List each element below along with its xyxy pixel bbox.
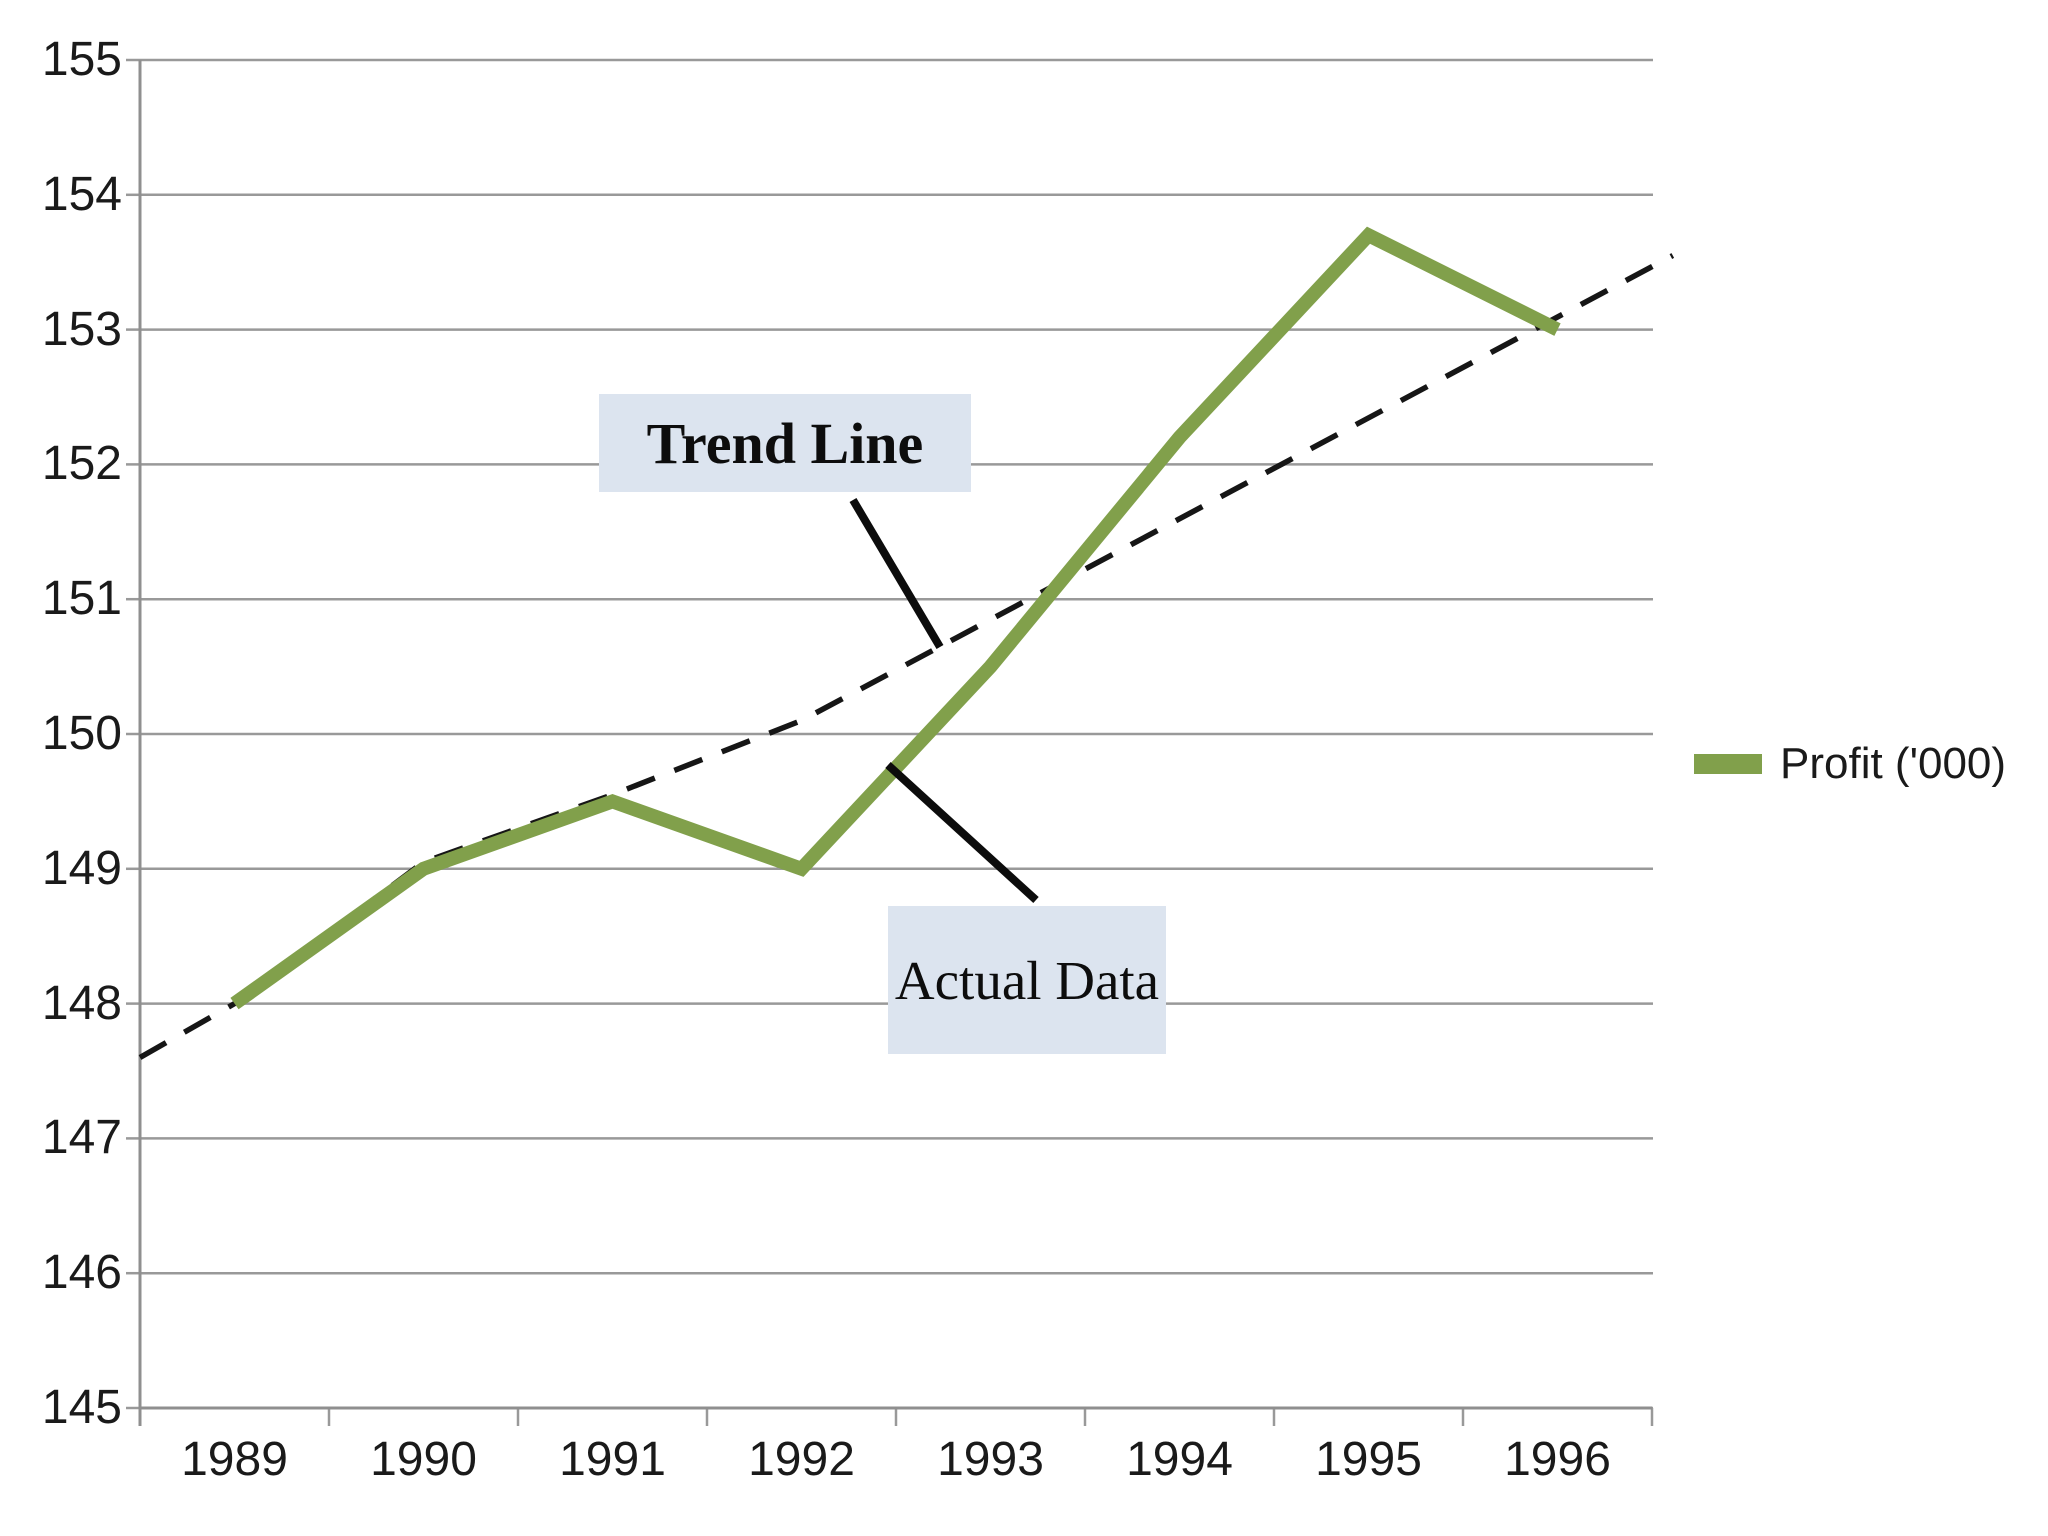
y-tick-label: 151 bbox=[41, 572, 122, 626]
actual-data-annotation: Actual Data bbox=[888, 906, 1166, 1054]
y-tick-label: 153 bbox=[41, 302, 122, 356]
legend-swatch-profit bbox=[1694, 754, 1762, 774]
actual-leader-line bbox=[885, 762, 1039, 903]
y-tick-label: 152 bbox=[41, 437, 122, 491]
x-tick-label: 1994 bbox=[1126, 1433, 1233, 1486]
y-tick-label: 146 bbox=[41, 1246, 122, 1300]
trend-leader-line bbox=[849, 497, 944, 650]
y-tick-label: 148 bbox=[41, 976, 122, 1030]
trend-line-annotation: Trend Line bbox=[599, 394, 971, 492]
x-tick-label: 1989 bbox=[181, 1433, 288, 1486]
x-tick-label: 1993 bbox=[937, 1433, 1044, 1486]
profit-line bbox=[230, 226, 1561, 1010]
y-tick-label: 145 bbox=[41, 1381, 122, 1434]
x-tick-label: 1991 bbox=[559, 1433, 666, 1486]
y-tick-label: 154 bbox=[41, 167, 122, 221]
legend-label-profit: Profit ('000) bbox=[1780, 739, 2007, 788]
y-tick-label: 147 bbox=[41, 1111, 122, 1165]
legend: Profit ('000) bbox=[1694, 742, 2006, 786]
y-tick-label: 149 bbox=[41, 841, 122, 895]
x-tick-label: 1990 bbox=[370, 1433, 477, 1486]
x-tick-label: 1992 bbox=[748, 1433, 855, 1486]
x-tick-label: 1996 bbox=[1504, 1433, 1611, 1486]
y-tick-label: 155 bbox=[41, 33, 122, 86]
y-tick-label: 150 bbox=[41, 707, 122, 760]
x-tick-label: 1995 bbox=[1315, 1433, 1422, 1486]
